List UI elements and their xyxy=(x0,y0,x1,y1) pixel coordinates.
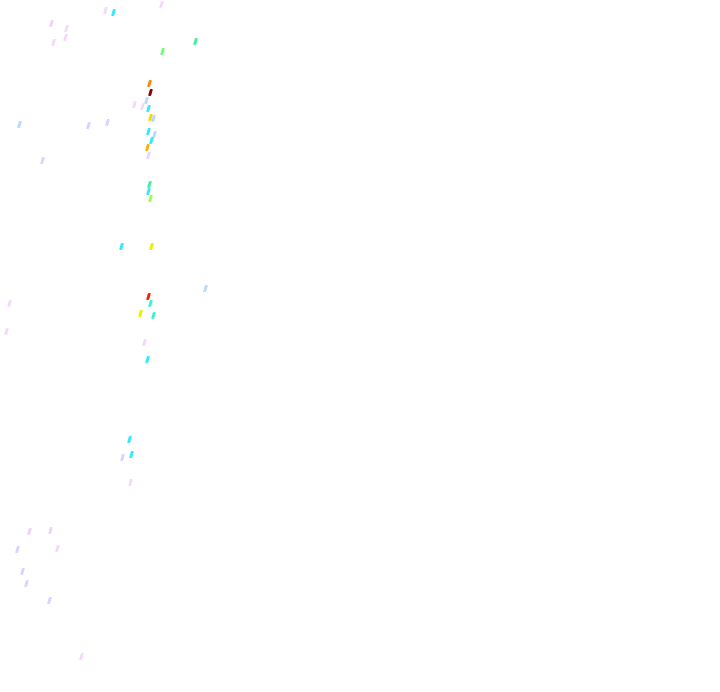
color-mark xyxy=(20,568,25,575)
color-mark xyxy=(146,105,151,112)
color-mark xyxy=(27,528,32,535)
color-mark xyxy=(140,103,145,110)
color-mark xyxy=(148,89,153,96)
color-mark xyxy=(146,293,151,300)
color-mark xyxy=(132,101,137,108)
color-mark xyxy=(203,285,208,292)
color-mark xyxy=(146,188,151,195)
color-mark xyxy=(79,653,84,660)
color-mark xyxy=(63,34,68,41)
color-mark xyxy=(105,119,110,126)
color-mark xyxy=(147,181,152,188)
color-mark xyxy=(15,546,20,553)
color-mark xyxy=(160,48,165,55)
color-mark xyxy=(145,144,150,151)
color-mark xyxy=(147,80,152,87)
color-mark xyxy=(145,356,150,363)
color-mark xyxy=(86,122,91,129)
color-mark xyxy=(128,479,133,486)
color-mark xyxy=(148,300,153,307)
color-mark xyxy=(49,20,54,27)
color-mark xyxy=(55,545,60,552)
color-mark xyxy=(48,527,53,534)
color-mark xyxy=(149,243,154,250)
color-mark xyxy=(148,195,153,202)
color-mark xyxy=(151,115,156,122)
color-mark xyxy=(17,121,22,128)
color-mark xyxy=(142,339,147,346)
color-mark xyxy=(7,300,12,307)
color-mark xyxy=(47,597,52,604)
color-mark xyxy=(103,7,108,14)
color-mark xyxy=(24,580,29,587)
color-mark xyxy=(129,451,134,458)
color-mark xyxy=(111,9,116,16)
color-mark xyxy=(51,39,56,46)
color-mark xyxy=(149,137,154,144)
color-mark xyxy=(146,152,151,159)
color-mark xyxy=(151,312,156,319)
color-mark xyxy=(40,157,45,164)
color-mark xyxy=(64,25,69,32)
color-mark xyxy=(120,454,125,461)
color-mark xyxy=(193,38,198,45)
color-mark xyxy=(146,128,151,135)
color-mark xyxy=(159,1,164,8)
color-mark xyxy=(119,243,124,250)
color-mark xyxy=(4,328,9,335)
color-mark xyxy=(127,436,132,443)
color-mark xyxy=(138,310,143,317)
